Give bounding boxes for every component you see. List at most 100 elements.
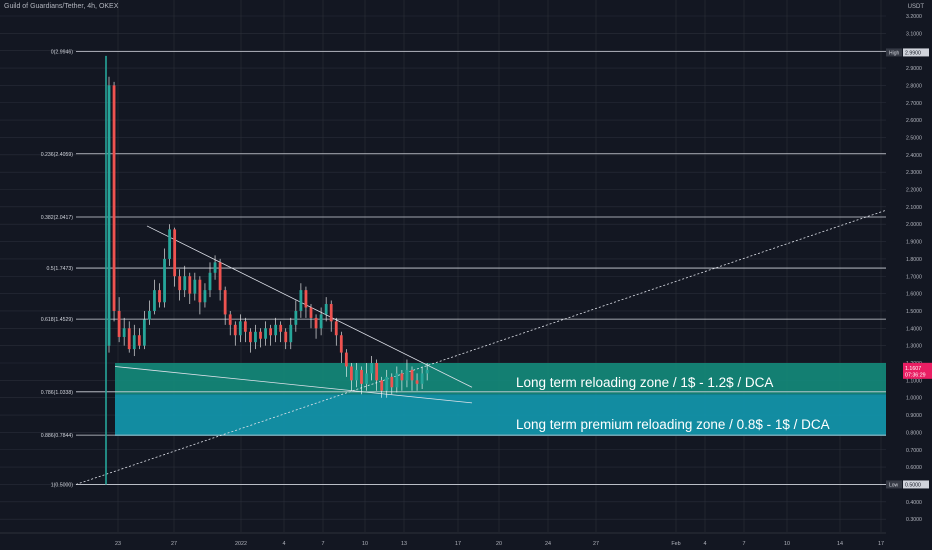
price-tick-26: 0.6000 bbox=[906, 465, 922, 471]
candle-body-42 bbox=[319, 314, 323, 329]
candle-body-34 bbox=[279, 324, 283, 332]
low-tag-name: Low bbox=[889, 482, 899, 488]
candle-body-35 bbox=[284, 331, 288, 343]
price-tick-13: 1.9000 bbox=[906, 240, 922, 246]
price-tick-3: 2.9000 bbox=[906, 66, 922, 72]
candle-body-12 bbox=[168, 229, 171, 259]
symbol-title[interactable]: Guild of Guardians/Tether, 4h, OKEX bbox=[4, 3, 119, 10]
candle-body-52 bbox=[370, 363, 373, 374]
candle-body-1 bbox=[112, 85, 116, 311]
candle-body-23 bbox=[223, 290, 227, 315]
candle-body-51 bbox=[365, 373, 368, 384]
low-tag-value: 0.5000 bbox=[905, 482, 921, 488]
time-tick-15: 14 bbox=[837, 541, 843, 547]
high-tag-value: 2.9900 bbox=[905, 50, 921, 56]
price-tick-4: 2.8000 bbox=[906, 83, 922, 89]
time-tick-6: 13 bbox=[401, 541, 407, 547]
candle-body-36 bbox=[289, 324, 293, 343]
price-tick-5: 2.7000 bbox=[906, 101, 922, 107]
price-tick-8: 2.4000 bbox=[906, 153, 922, 159]
candle-body-45 bbox=[334, 321, 338, 336]
reload-zones bbox=[115, 363, 886, 436]
grid-lines bbox=[0, 0, 886, 532]
time-axis[interactable]: 23 27 2022 4 7 10 13 17 20 24 27 Feb 4 7 10 14 17 bbox=[0, 532, 886, 547]
candle-body-48 bbox=[350, 366, 353, 381]
price-tick-25: 0.7000 bbox=[906, 448, 922, 454]
price-tick-23: 0.9000 bbox=[906, 413, 922, 419]
candle-body-49 bbox=[355, 369, 358, 381]
candle-body-38 bbox=[299, 290, 303, 311]
zone-label-1: Long term premium reloading zone / 0.8$ … bbox=[516, 417, 830, 432]
zone-labels: Long term reloading zone / 1$ - 1.2$ / D… bbox=[516, 375, 830, 432]
candle-body-2 bbox=[117, 310, 121, 337]
candle-body-22 bbox=[218, 262, 222, 291]
time-tick-16: 17 bbox=[878, 541, 884, 547]
price-tick-10: 2.2000 bbox=[906, 188, 922, 194]
price-tick-16: 1.6000 bbox=[906, 292, 922, 298]
candle-body-44 bbox=[329, 304, 333, 322]
candle-body-18 bbox=[198, 279, 202, 303]
price-tick-24: 0.8000 bbox=[906, 430, 922, 436]
candle-body-0 bbox=[107, 85, 111, 346]
candle-body-46 bbox=[339, 335, 343, 353]
price-tick-28: 0.4000 bbox=[906, 500, 922, 506]
candle-body-17 bbox=[193, 279, 197, 294]
trend-lines bbox=[75, 55, 932, 485]
candle-body-14 bbox=[178, 276, 182, 291]
zone-box-0 bbox=[115, 363, 886, 395]
fib-label-5: 0.786(1.0338) bbox=[41, 390, 74, 396]
time-tick-1: 27 bbox=[171, 541, 177, 547]
price-tick-1: 3.1000 bbox=[906, 31, 922, 37]
candle-body-19 bbox=[203, 290, 207, 303]
price-tick-7: 2.5000 bbox=[906, 135, 922, 141]
candle-body-21 bbox=[213, 262, 217, 273]
time-tick-14: 10 bbox=[784, 541, 790, 547]
candles bbox=[107, 76, 429, 398]
price-tick-14: 1.8000 bbox=[906, 257, 922, 263]
time-tick-5: 10 bbox=[362, 541, 368, 547]
candle-body-61 bbox=[415, 380, 419, 384]
candle-body-37 bbox=[294, 310, 298, 325]
candle-body-32 bbox=[269, 328, 272, 336]
candle-body-57 bbox=[395, 373, 399, 388]
price-tick-6: 2.6000 bbox=[906, 118, 922, 124]
fib-label-0: 0(2.9946) bbox=[51, 50, 73, 56]
price-tick-15: 1.7000 bbox=[906, 274, 922, 280]
price-tick-22: 1.0000 bbox=[906, 396, 922, 402]
candle-body-16 bbox=[188, 276, 192, 294]
fib-label-6: 0.886(0.7844) bbox=[41, 433, 74, 439]
candle-body-10 bbox=[158, 290, 161, 303]
time-tick-0: 23 bbox=[115, 541, 121, 547]
fib-label-3: 0.5(1.7473) bbox=[46, 266, 73, 272]
price-tick-11: 2.1000 bbox=[906, 205, 922, 211]
candle-body-62 bbox=[420, 373, 424, 384]
candle-body-15 bbox=[183, 276, 187, 291]
low-tag-value-bg bbox=[903, 480, 929, 489]
current-price-time: 07:36:29 bbox=[905, 372, 926, 378]
candle-body-8 bbox=[148, 310, 151, 320]
high-tag-name: High bbox=[889, 50, 900, 56]
candle-body-39 bbox=[304, 290, 308, 308]
candle-body-29 bbox=[254, 331, 257, 343]
time-tick-4: 7 bbox=[322, 541, 325, 547]
fib-label-2: 0.382(2.0417) bbox=[41, 215, 74, 221]
price-tick-29: 0.3000 bbox=[906, 517, 922, 523]
candle-body-55 bbox=[385, 376, 389, 391]
candle-body-56 bbox=[390, 376, 394, 388]
low-tag-name-bg bbox=[886, 480, 902, 489]
candle-body-30 bbox=[259, 331, 262, 339]
price-axis-bg bbox=[886, 0, 932, 550]
candle-body-24 bbox=[228, 314, 232, 325]
time-tick-13: 7 bbox=[743, 541, 746, 547]
price-axis[interactable]: 3.20003.10003.00002.90002.80002.70002.60… bbox=[886, 0, 932, 550]
price-tick-19: 1.3000 bbox=[906, 344, 922, 350]
candle-body-6 bbox=[137, 335, 141, 346]
price-tick-21: 1.1000 bbox=[906, 378, 922, 384]
fib-label-1: 0.236(2.4059) bbox=[41, 152, 74, 158]
time-tick-10: 27 bbox=[593, 541, 599, 547]
candle-body-26 bbox=[238, 321, 242, 336]
candle-body-58 bbox=[400, 373, 404, 381]
zone-label-0: Long term reloading zone / 1$ - 1.2$ / D… bbox=[516, 375, 773, 390]
current-price-value: 1.1607 bbox=[905, 366, 921, 372]
